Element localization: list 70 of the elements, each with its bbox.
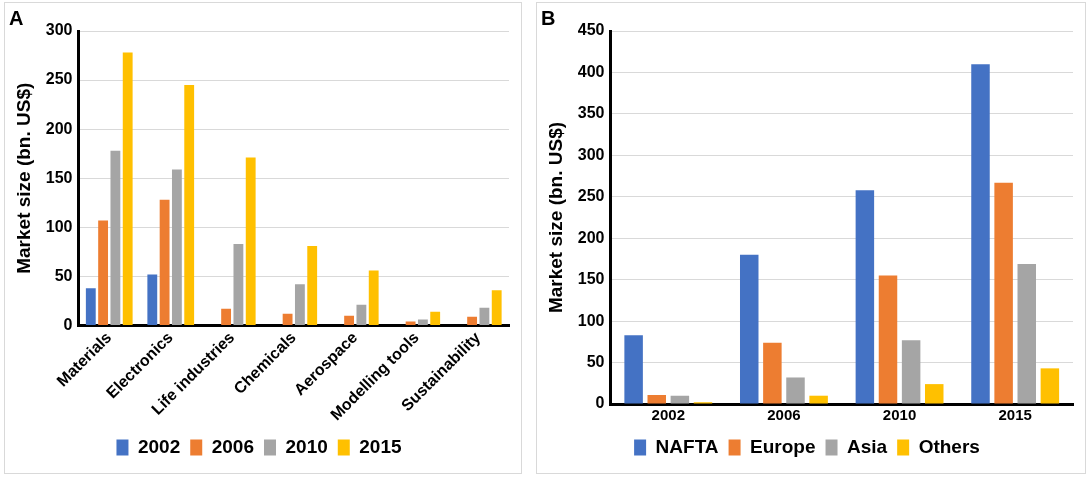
y-tick-label: 250 <box>577 187 605 205</box>
bar <box>855 190 875 404</box>
y-tick-label: 0 <box>63 315 73 333</box>
bar <box>122 52 133 325</box>
bar <box>740 254 759 404</box>
bar <box>491 290 502 325</box>
y-axis-title: Market size (bn. US$) <box>544 121 566 314</box>
bar <box>147 274 158 325</box>
bar <box>994 182 1013 404</box>
bar <box>647 394 666 404</box>
legend-label: Others <box>918 435 980 457</box>
bar <box>763 342 782 404</box>
bar <box>98 220 109 325</box>
bar <box>624 335 643 404</box>
bar <box>1017 263 1036 404</box>
bar <box>368 270 379 325</box>
bar <box>670 395 690 404</box>
bar <box>971 64 990 404</box>
bar <box>786 377 805 404</box>
legend-label: Asia <box>847 435 888 457</box>
chart-title: B <box>541 6 556 29</box>
bar <box>925 384 944 404</box>
bar <box>221 308 232 325</box>
y-tick-label: 350 <box>577 104 605 122</box>
bar <box>878 275 898 404</box>
legend-label: 2010 <box>285 435 328 457</box>
y-tick-label: 300 <box>45 21 73 39</box>
legend-label: 2002 <box>137 435 181 457</box>
bar <box>901 340 921 404</box>
bar <box>479 307 490 325</box>
y-tick-label: 200 <box>45 119 73 137</box>
x-tick-label: 2006 <box>767 406 801 424</box>
x-tick-label: 2010 <box>882 406 917 424</box>
y-tick-label: 150 <box>45 168 73 186</box>
legend-label: NAFTA <box>655 435 719 457</box>
bar <box>245 157 256 325</box>
y-tick-label: 400 <box>577 62 605 80</box>
bar <box>467 316 478 325</box>
y-tick-label: 150 <box>577 270 605 288</box>
bar <box>171 169 182 325</box>
bar <box>307 245 318 325</box>
x-tick-label: 2015 <box>998 406 1032 424</box>
x-tick-label: 2002 <box>651 406 685 424</box>
legend-label: 2006 <box>211 435 255 457</box>
y-tick-label: 50 <box>586 352 605 370</box>
bar <box>809 395 828 404</box>
bar <box>294 284 305 325</box>
y-tick-label: 100 <box>577 311 605 329</box>
bar <box>159 199 170 325</box>
bar <box>344 315 355 325</box>
bar <box>233 244 244 325</box>
y-axis-title: Market size (bn. US$) <box>12 82 34 274</box>
bar <box>1040 368 1060 404</box>
bar <box>184 84 195 325</box>
y-tick-label: 250 <box>45 70 73 88</box>
bar <box>356 304 367 325</box>
bar <box>430 311 441 325</box>
chart-title: A <box>9 6 24 29</box>
y-tick-label: 200 <box>577 228 605 246</box>
y-tick-label: 100 <box>45 217 73 235</box>
legend-label: Europe <box>750 435 816 457</box>
y-tick-label: 300 <box>577 145 605 163</box>
bar <box>282 313 293 325</box>
y-tick-label: 450 <box>577 21 605 39</box>
bar <box>110 150 121 325</box>
legend-label: 2015 <box>359 435 402 457</box>
y-tick-label: 0 <box>595 394 605 412</box>
bar <box>417 319 428 325</box>
y-tick-label: 50 <box>54 266 73 284</box>
bar <box>85 288 96 325</box>
